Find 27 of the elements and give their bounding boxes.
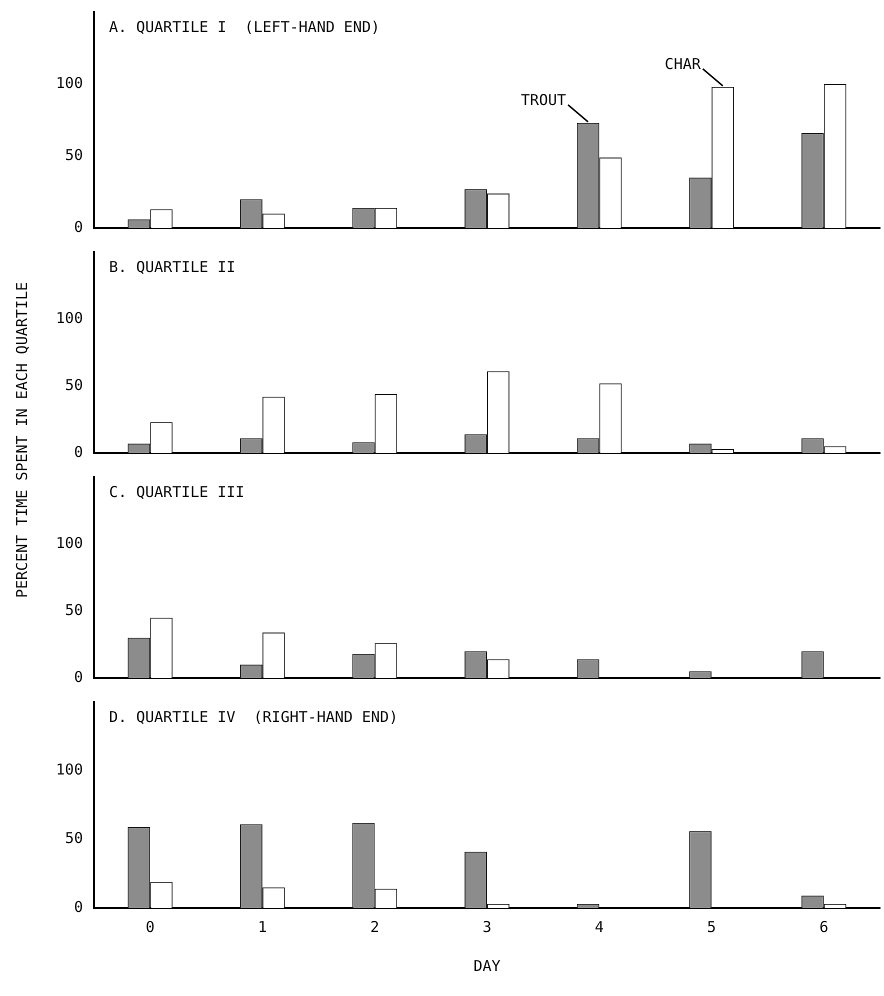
y-tick-label: 0 xyxy=(74,442,83,461)
y-tick-label: 50 xyxy=(64,376,83,394)
y-tick-label: 0 xyxy=(74,218,83,236)
x-tick-label: 3 xyxy=(482,918,492,936)
annotation: CHAR xyxy=(664,54,702,73)
annotation: TROUT xyxy=(520,90,566,109)
y-axis-title: PERCENT TIME SPENT IN EACH QUARTILE xyxy=(13,282,31,598)
y-tick-label: 100 xyxy=(56,760,83,779)
x-tick-label: 6 xyxy=(819,918,828,936)
text: A. QUARTILE I (LEFT-HAND END) xyxy=(109,18,380,36)
y-tick-label: 50 xyxy=(64,829,83,848)
text: C. QUARTILE III xyxy=(109,482,244,501)
text: B. QUARTILE II xyxy=(109,258,236,276)
x-axis-title: DAY xyxy=(473,956,501,975)
text: D. QUARTILE IV (RIGHT-HAND END) xyxy=(109,708,398,726)
y-tick-label: 50 xyxy=(64,146,83,164)
y-tick-label: 100 xyxy=(56,534,83,552)
y-tick-label: 100 xyxy=(56,74,83,92)
y-tick-label: 0 xyxy=(74,668,83,686)
x-tick-label: 2 xyxy=(370,918,380,936)
x-tick-label: 0 xyxy=(146,918,155,936)
x-tick-label: 4 xyxy=(594,918,604,936)
y-tick-label: 50 xyxy=(64,600,83,619)
x-tick-label: 1 xyxy=(258,918,267,936)
x-tick-label: 5 xyxy=(707,918,716,936)
y-tick-label: 100 xyxy=(56,308,83,327)
y-tick-label: 0 xyxy=(74,898,83,916)
